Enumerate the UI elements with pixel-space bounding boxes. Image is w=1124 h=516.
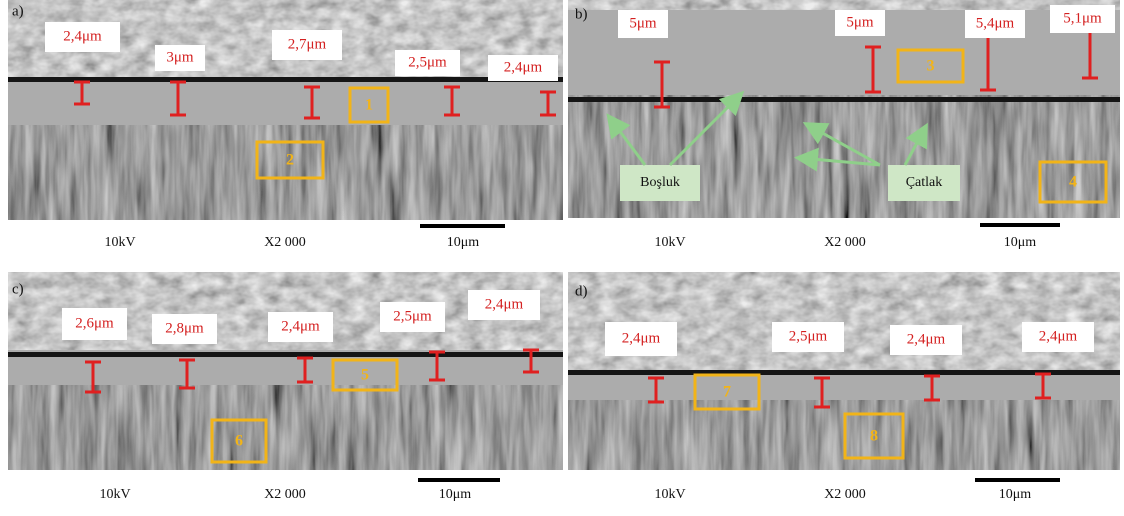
sem-streaks xyxy=(8,385,563,470)
thickness-label: 5μm xyxy=(846,14,874,30)
callout-label: Çatlak xyxy=(906,175,943,190)
thickness-label: 2,4μm xyxy=(504,59,543,75)
coating-gap xyxy=(8,77,563,82)
caption-voltage: 10kV xyxy=(104,235,135,250)
thickness-label: 2,8μm xyxy=(165,320,204,336)
region-number: 7 xyxy=(723,384,731,401)
caption-magnification: X2 000 xyxy=(264,235,306,250)
thickness-label: 2,4μm xyxy=(622,330,661,346)
thickness-label: 2,4μm xyxy=(1039,328,1078,344)
region-number: 5 xyxy=(361,367,369,384)
caption-magnification: X2 000 xyxy=(824,487,866,502)
sem-panel: a) 2,4μm 3μm 2,7μm 2,5μm 2,4μm 1 2 10kV X2 000 10μ… xyxy=(8,0,563,250)
region-number: 1 xyxy=(365,97,373,114)
thickness-label: 5,1μm xyxy=(1063,10,1102,26)
coating-gap xyxy=(568,97,1120,102)
callout-label: Boşluk xyxy=(640,175,680,190)
sem-panel: d) 2,4μm 2,5μm 2,4μm 2,4μm 7 8 10kV X2 000 10μm xyxy=(568,272,1120,502)
caption-magnification: X2 000 xyxy=(264,487,306,502)
coating-gap xyxy=(8,352,563,357)
sem-figure: a) 2,4μm 3μm 2,7μm 2,5μm 2,4μm 1 2 10kV X2 000 10μ… xyxy=(0,0,1124,516)
thickness-label: 2,4μm xyxy=(907,331,946,347)
caption-magnification: X2 000 xyxy=(824,235,866,250)
sem-panel: c) 2,6μm 2,8μm 2,4μm 2,5μm 2,4μm 5 6 10kV X2 000 1… xyxy=(8,272,563,502)
thickness-label: 2,7μm xyxy=(288,36,327,52)
thickness-label: 2,6μm xyxy=(75,315,114,331)
caption-voltage: 10kV xyxy=(654,487,685,502)
thickness-label: 5,4μm xyxy=(976,15,1015,31)
sem-panel: b) 5μm 5μm 5,4μm 5,1μm 3 4 Boşluk Çatlak 10kV X2 0… xyxy=(568,0,1120,250)
panel-label: d) xyxy=(575,283,588,299)
thickness-label: 3μm xyxy=(166,49,194,65)
caption-scale-bar: 10μm xyxy=(439,487,472,502)
thickness-label: 2,4μm xyxy=(281,318,320,334)
region-number: 6 xyxy=(235,433,243,450)
sem-top xyxy=(568,0,1120,10)
caption-voltage: 10kV xyxy=(99,487,130,502)
thickness-label: 2,5μm xyxy=(393,308,432,324)
region-number: 2 xyxy=(286,152,294,169)
region-number: 4 xyxy=(1069,174,1077,191)
caption-scale-bar: 10μm xyxy=(999,487,1032,502)
caption-scale-bar: 10μm xyxy=(447,235,480,250)
panel-label: b) xyxy=(575,6,588,22)
thickness-label: 2,4μm xyxy=(485,296,524,312)
region-number: 3 xyxy=(927,58,935,75)
thickness-label: 5μm xyxy=(629,15,657,31)
thickness-label: 2,5μm xyxy=(789,328,828,344)
coating-layer xyxy=(8,78,563,125)
panel-label: c) xyxy=(12,281,24,297)
thickness-label: 2,4μm xyxy=(63,28,102,44)
panel-label: a) xyxy=(12,3,24,19)
caption-scale-bar: 10μm xyxy=(1004,235,1037,250)
thickness-label: 2,5μm xyxy=(408,54,447,70)
sem-streaks xyxy=(8,125,563,220)
region-number: 8 xyxy=(870,428,878,445)
caption-voltage: 10kV xyxy=(654,235,685,250)
